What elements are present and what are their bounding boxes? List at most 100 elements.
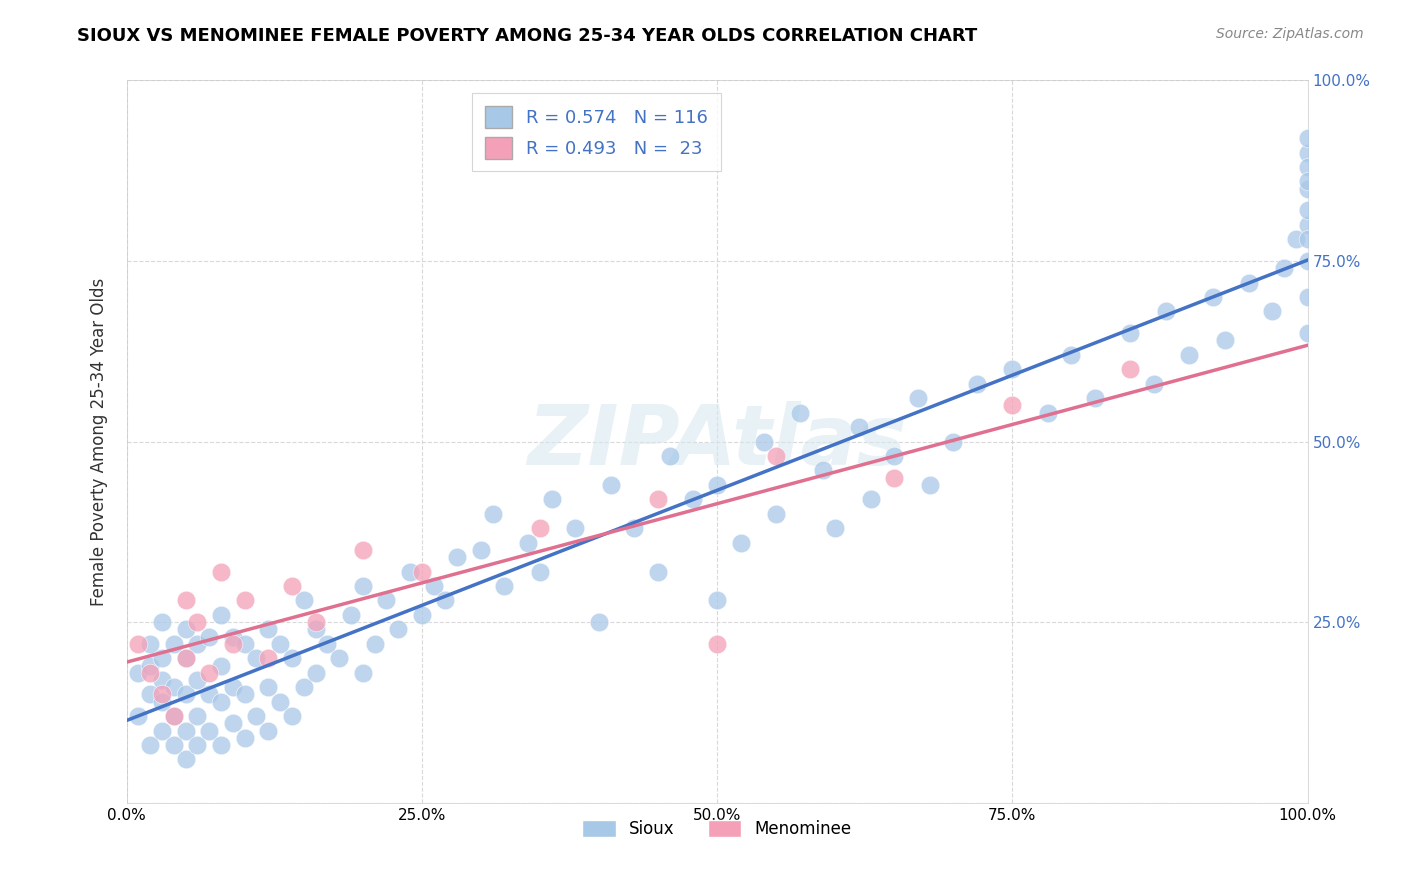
Point [198,630,221,644]
Point [411,565,433,579]
Point [340,607,363,622]
Point [647,565,669,579]
Point [494,579,516,593]
Point [789,406,811,420]
Point [1296,174,1319,188]
Point [174,752,197,766]
Point [682,492,704,507]
Point [1213,334,1236,348]
Point [304,623,326,637]
Point [1296,182,1319,196]
Point [1261,304,1284,318]
Point [765,507,787,521]
Point [245,651,267,665]
Point [658,449,681,463]
Point [328,651,350,665]
Point [1296,218,1319,232]
Point [257,651,280,665]
Point [150,673,173,687]
Point [623,521,645,535]
Point [1296,131,1319,145]
Point [1119,326,1142,340]
Point [222,630,245,644]
Point [730,535,752,549]
Point [233,687,256,701]
Point [1143,376,1166,391]
Point [233,637,256,651]
Point [127,665,149,680]
Point [422,579,444,593]
Point [209,695,232,709]
Point [163,680,186,694]
Point [1178,348,1201,362]
Point [127,709,149,723]
Point [481,507,503,521]
Point [292,680,315,694]
Point [150,651,173,665]
Point [233,593,256,607]
Point [907,391,929,405]
Point [470,542,492,557]
Point [150,615,173,630]
Point [209,607,232,622]
Point [139,738,162,752]
Point [150,695,173,709]
Point [127,637,149,651]
Point [848,420,870,434]
Point [1285,232,1308,246]
Point [209,738,232,752]
Point [352,579,374,593]
Point [139,665,162,680]
Point [186,637,208,651]
Point [446,550,468,565]
Point [966,376,988,391]
Point [222,716,245,731]
Point [1237,276,1260,290]
Point [163,738,186,752]
Point [269,695,291,709]
Point [174,687,197,701]
Point [139,637,162,651]
Point [163,709,186,723]
Point [883,449,905,463]
Point [647,492,669,507]
Point [352,665,374,680]
Text: SIOUX VS MENOMINEE FEMALE POVERTY AMONG 25-34 YEAR OLDS CORRELATION CHART: SIOUX VS MENOMINEE FEMALE POVERTY AMONG … [77,27,977,45]
Point [174,651,197,665]
Point [292,593,315,607]
Point [363,637,385,651]
Point [588,615,610,630]
Point [186,673,208,687]
Point [257,680,280,694]
Point [529,565,551,579]
Point [1202,290,1225,304]
Point [257,623,280,637]
Text: Source: ZipAtlas.com: Source: ZipAtlas.com [1216,27,1364,41]
Point [1296,232,1319,246]
Point [174,593,197,607]
Point [1001,362,1024,376]
Point [269,637,291,651]
Point [859,492,882,507]
Point [399,565,422,579]
Point [304,665,326,680]
Point [1296,160,1319,174]
Point [883,470,905,484]
Point [564,521,586,535]
Point [1060,348,1083,362]
Point [1119,362,1142,376]
Point [186,709,208,723]
Point [139,687,162,701]
Text: ZIPAtlas: ZIPAtlas [527,401,907,482]
Point [150,687,173,701]
Point [1296,145,1319,160]
Point [304,615,326,630]
Point [150,723,173,738]
Point [316,637,339,651]
Point [198,687,221,701]
Point [1084,391,1107,405]
Point [706,478,728,492]
Y-axis label: Female Poverty Among 25-34 Year Olds: Female Poverty Among 25-34 Year Olds [90,277,108,606]
Point [233,731,256,745]
Point [1154,304,1177,318]
